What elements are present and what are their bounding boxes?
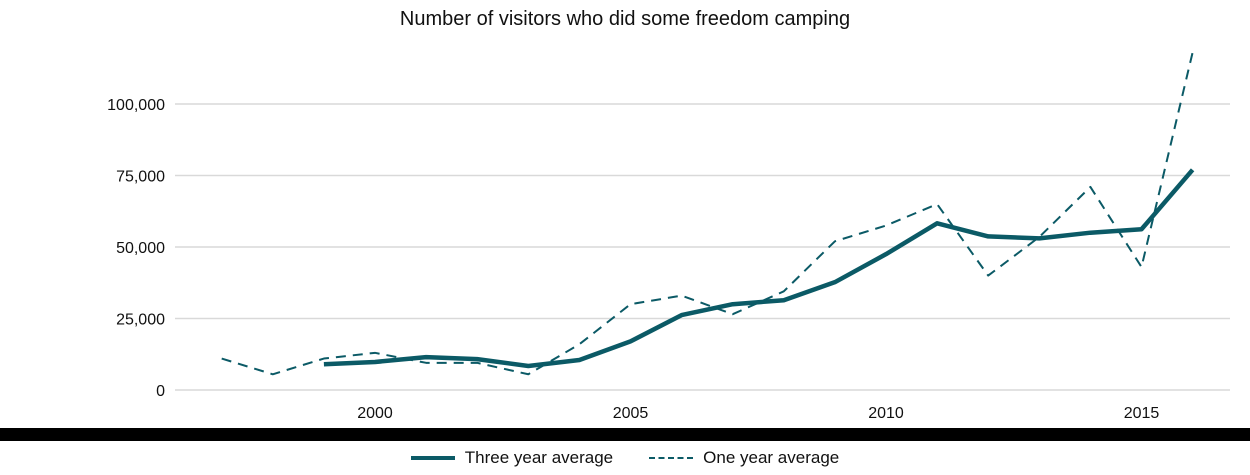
y-tick-label: 25,000 [116,312,165,329]
legend-label: One year average [703,448,840,467]
x-tick-label: 2005 [613,405,649,422]
chart-title: Number of visitors who did some freedom … [399,8,851,30]
dashed-line-swatch [649,457,694,459]
y-tick-label: 0 [156,383,165,400]
y-tick-label: 100,000 [107,97,165,114]
solid-line-swatch [410,456,455,460]
three-year-average-line [323,168,1195,369]
y-tick-label: 75,000 [116,169,165,186]
x-tick-label: 2015 [1124,405,1160,422]
divider-bar [0,428,1250,441]
x-tick-label: 2010 [868,405,904,422]
y-tick-label: 50,000 [116,240,165,257]
plot-area: 0 25,000 50,000 75,000 100,000 2000 2005 2010 20… [107,52,1230,422]
legend: Three year average One year average [0,448,1250,468]
one-year-average-line [221,52,1194,376]
legend-item-three-year: Three year average [410,448,614,468]
legend-label: Three year average [464,448,614,467]
x-tick-label: 2000 [357,405,393,422]
legend-item-one-year: One year average [649,448,839,468]
